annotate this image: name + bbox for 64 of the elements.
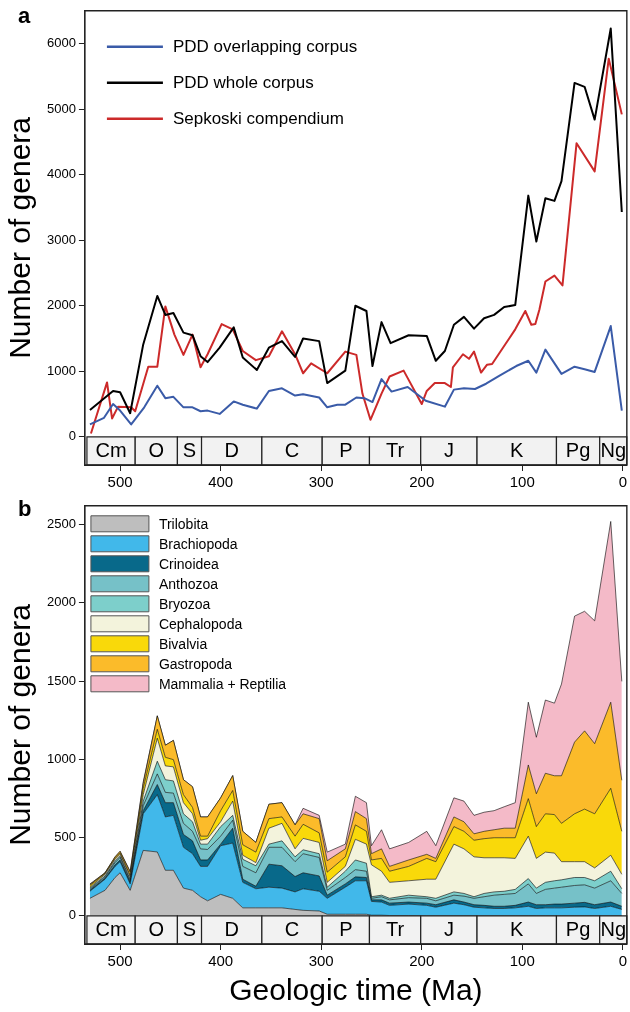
legend-label: PDD whole corpus xyxy=(172,73,314,93)
x-axis-title: Geologic time (Ma) xyxy=(229,973,483,1007)
legend-label: Bivalvia xyxy=(158,635,208,652)
legend-label: Mammalia + Reptilia xyxy=(158,675,287,692)
chart-title: b xyxy=(18,496,32,522)
y-tick-label: 3000 xyxy=(47,231,76,247)
y-tick-label: 6000 xyxy=(47,35,76,51)
legend-label: Anthozoa xyxy=(158,575,219,592)
band-label: C xyxy=(284,439,300,462)
legend-label: Crinoidea xyxy=(158,555,220,572)
y-tick-label: 2000 xyxy=(47,297,76,313)
band-label: O xyxy=(148,918,165,941)
x-tick-label: 0 xyxy=(618,952,627,970)
band-label: Tr xyxy=(386,918,405,941)
y-tick-label: 4000 xyxy=(47,166,76,182)
y-tick-label: 2000 xyxy=(47,594,76,610)
x-tick-label: 500 xyxy=(107,473,133,491)
band-label: D xyxy=(224,918,239,941)
y-tick-label: 5000 xyxy=(47,100,76,116)
y-tick-label: 2500 xyxy=(47,516,76,532)
y-tick-label: 0 xyxy=(68,428,76,444)
y-tick-label: 500 xyxy=(54,829,76,845)
legend-label: Gastropoda xyxy=(158,655,233,672)
x-tick-label: 200 xyxy=(409,952,435,970)
x-tick-label: 0 xyxy=(618,473,627,491)
band-label: K xyxy=(510,918,525,941)
band-label: D xyxy=(224,439,239,462)
x-tick-label: 300 xyxy=(308,952,334,970)
x-tick-label: 500 xyxy=(107,952,133,970)
band-label: J xyxy=(443,439,454,462)
band-label: P xyxy=(339,439,353,462)
legend-label: Sepkoski compendium xyxy=(172,109,344,129)
legend-label: PDD overlapping corpus xyxy=(172,37,358,57)
y-axis-title: Number of genera xyxy=(3,116,37,359)
band-label: Pg xyxy=(565,918,591,941)
y-tick-label: 1000 xyxy=(47,362,76,378)
band-label: J xyxy=(443,918,454,941)
band-label: P xyxy=(339,918,353,941)
band-label: K xyxy=(510,439,525,462)
chart-title: a xyxy=(18,3,31,29)
band-label: Pg xyxy=(565,439,591,462)
band-label: Cm xyxy=(95,918,127,941)
y-tick-label: 1500 xyxy=(47,672,76,688)
x-tick-label: 200 xyxy=(409,473,435,491)
band-label: Cm xyxy=(95,439,127,462)
band-label: Ng xyxy=(600,918,627,941)
legend-label: Trilobita xyxy=(158,515,209,532)
band-label: O xyxy=(148,439,165,462)
band-label: C xyxy=(284,918,300,941)
y-tick-label: 1000 xyxy=(47,750,76,766)
band-label: S xyxy=(182,918,197,941)
x-tick-label: 100 xyxy=(509,473,535,491)
band-label: Ng xyxy=(600,439,627,462)
x-tick-label: 400 xyxy=(208,473,234,491)
y-axis-title: Number of genera xyxy=(3,603,37,846)
x-tick-label: 300 xyxy=(308,473,334,491)
band-label: S xyxy=(182,439,197,462)
legend-label: Cephalopoda xyxy=(158,615,243,632)
legend-label: Brachiopoda xyxy=(158,535,238,552)
y-tick-label: 0 xyxy=(68,907,76,923)
x-tick-label: 400 xyxy=(208,952,234,970)
x-tick-label: 100 xyxy=(509,952,535,970)
band-label: Tr xyxy=(386,439,405,462)
legend-label: Bryozoa xyxy=(158,595,211,612)
